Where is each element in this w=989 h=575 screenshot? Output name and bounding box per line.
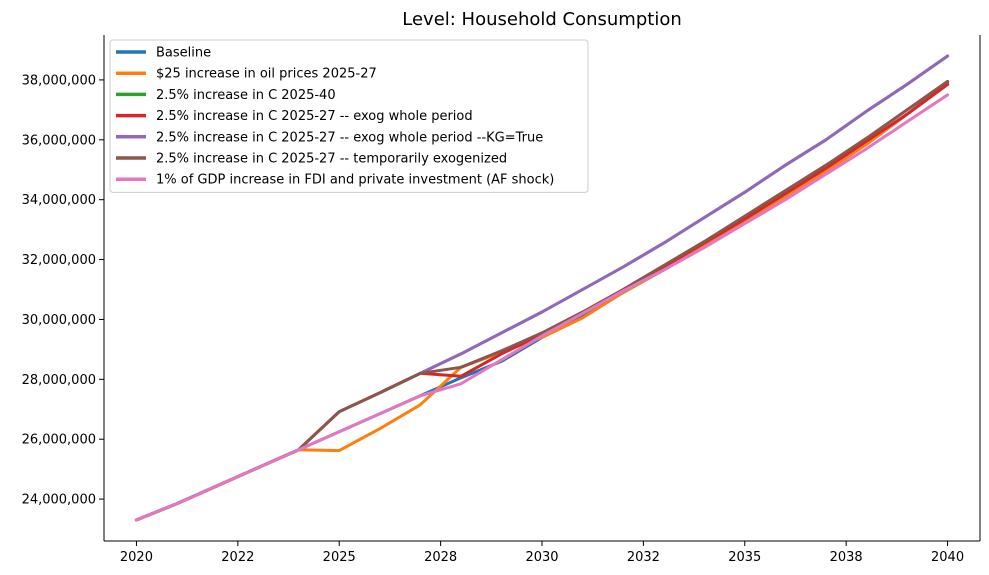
- x-tick-label: 2025: [323, 550, 356, 565]
- y-tick-label: 32,000,000: [22, 253, 96, 268]
- legend-label-3: 2.5% increase in C 2025-40: [156, 88, 336, 103]
- x-tick-label: 2022: [221, 550, 254, 565]
- legend-box: [109, 39, 589, 193]
- series-line-7: [134, 93, 950, 522]
- y-tick-label: 30,000,000: [22, 313, 96, 328]
- legend-label-2: $25 increase in oil prices 2025-27: [156, 67, 377, 82]
- x-tick-label: 2030: [525, 550, 558, 565]
- y-tick-label: 34,000,000: [22, 193, 96, 208]
- legend-label-1: Baseline: [156, 46, 211, 61]
- y-tick-label: 24,000,000: [22, 493, 96, 508]
- x-tick-label: 2020: [120, 550, 153, 565]
- series-layer: [134, 54, 950, 522]
- legend-label-6: 2.5% increase in C 2025-27 -- temporaril…: [156, 152, 507, 167]
- x-tick-label: 2040: [931, 550, 964, 565]
- y-tick-label: 38,000,000: [22, 73, 96, 88]
- x-tick-label: 2028: [424, 550, 457, 565]
- y-tick-label: 28,000,000: [22, 373, 96, 388]
- y-tick-label: 26,000,000: [22, 433, 96, 448]
- x-tick-label: 2038: [830, 550, 863, 565]
- legend-label-7: 1% of GDP increase in FDI and private in…: [156, 173, 554, 188]
- legend-label-5: 2.5% increase in C 2025-27 -- exog whole…: [156, 130, 543, 145]
- legend-label-4: 2.5% increase in C 2025-27 -- exog whole…: [156, 109, 473, 124]
- x-tick-label: 2035: [728, 550, 761, 565]
- legend: Baseline $25 increase in oil prices 2025-…: [109, 39, 589, 193]
- y-tick-label: 36,000,000: [22, 133, 96, 148]
- x-tick-label: 2032: [627, 550, 660, 565]
- chart-title: Level: Household Consumption: [402, 9, 682, 30]
- tick-labels: 24,000,000 26,000,000 28,000,000 30,000,000…: [22, 73, 965, 565]
